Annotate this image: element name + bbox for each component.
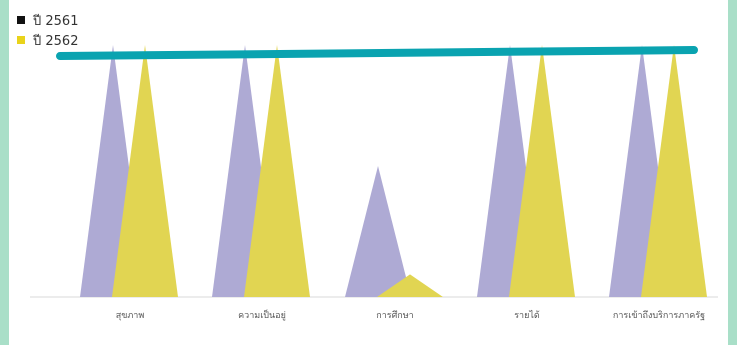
x-tick-label-4: การเข้าถึงบริการภาครัฐ	[613, 310, 705, 321]
annotation-line	[56, 46, 698, 61]
series-1-mark-0	[112, 45, 178, 297]
x-tick-label-1: ความเป็นอยู่	[238, 308, 286, 321]
series-1-mark-3	[509, 45, 575, 297]
series-0-mark-2	[345, 165, 411, 297]
legend-swatch-2561	[17, 16, 25, 24]
legend-item-2561: ปี 2561	[17, 10, 78, 30]
x-tick-label-0: สุขภาพ	[116, 311, 145, 321]
legend-item-2562: ปี 2562	[17, 30, 78, 50]
series-1-mark-1	[244, 45, 310, 297]
legend-label-2561: ปี 2561	[33, 13, 79, 29]
legend-label-2562: ปี 2562	[33, 33, 79, 49]
series-1-mark-4	[641, 45, 707, 297]
series-1-mark-2	[377, 274, 443, 297]
legend-swatch-2562	[17, 36, 25, 44]
x-tick-label-2: การศึกษา	[376, 310, 414, 321]
right-border-strip	[728, 0, 737, 345]
chart-legend: ปี 2561 ปี 2562	[17, 10, 78, 50]
x-tick-label-3: รายได้	[514, 310, 540, 321]
left-border-strip	[0, 0, 9, 345]
